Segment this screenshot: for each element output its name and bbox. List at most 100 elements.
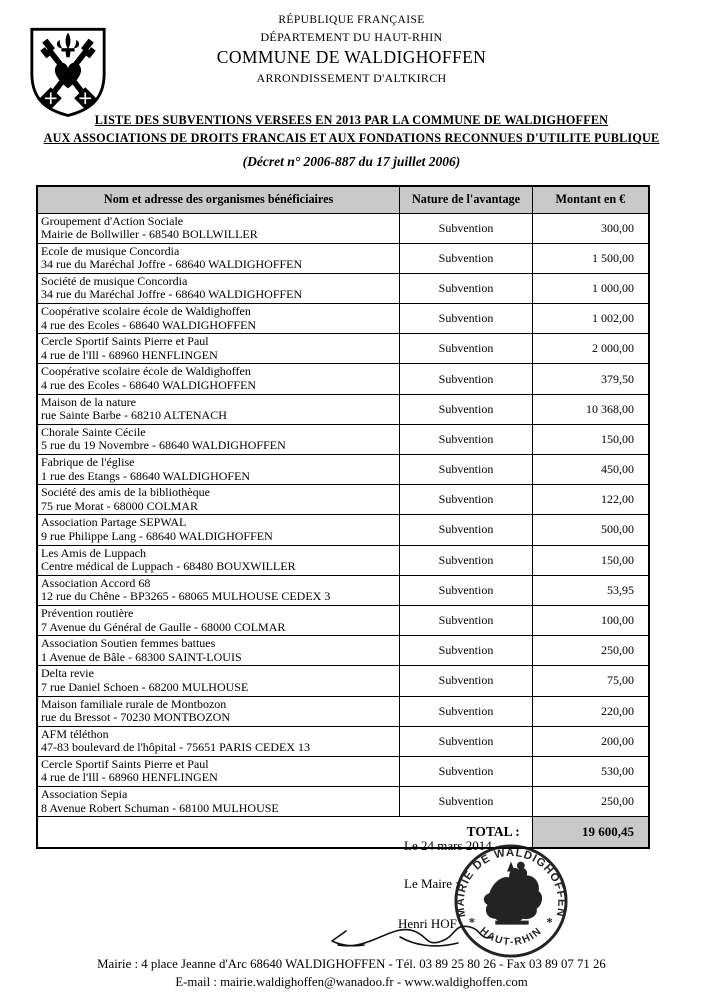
signature-date: Le 24 mars 2014 xyxy=(404,838,492,853)
handwritten-signature xyxy=(331,925,494,947)
nature-cell: Subvention xyxy=(399,484,533,516)
organisme-name: Maison de la nature xyxy=(41,394,136,409)
table-row: Coopérative scolaire école de Waldighoff… xyxy=(36,303,650,335)
table-header-row: Nom et adresse des organismes bénéficiai… xyxy=(36,185,650,214)
organisme-address: 9 rue Philippe Lang - 68640 WALDIGHOFFEN xyxy=(41,528,273,543)
organisme-name: Chorale Sainte Cécile xyxy=(41,424,146,439)
stamp-bottom-text: HAUT-RHIN xyxy=(477,926,543,949)
table-row: Association Sepia 8 Avenue Robert Schuma… xyxy=(36,786,650,818)
footer: Mairie : 4 place Jeanne d'Arc 68640 WALD… xyxy=(0,956,703,992)
nature-cell: Subvention xyxy=(399,333,533,365)
amount-cell: 379,50 xyxy=(531,363,650,395)
organisme-address: rue du Bressot - 70230 MONTBOZON xyxy=(41,710,230,725)
nature-cell: Subvention xyxy=(399,786,533,818)
table-row: Maison de la nature rue Sainte Barbe - 6… xyxy=(36,393,650,425)
table-row: Cercle Sportif Saints Pierre et Paul 4 r… xyxy=(36,755,650,788)
table-row: Maison familiale rurale de Montbozon rue… xyxy=(36,695,650,727)
organisme-name: Prévention routière xyxy=(41,605,134,620)
table-row: Société des amis de la bibliothèque 75 r… xyxy=(36,484,650,516)
amount-cell: 530,00 xyxy=(531,755,650,788)
nature-cell: Subvention xyxy=(399,363,533,395)
table-row: Association Partage SEPWAL 9 rue Philipp… xyxy=(36,514,650,546)
nature-cell: Subvention xyxy=(399,544,533,576)
amount-cell: 200,00 xyxy=(531,725,650,757)
title-block: LISTE DES SUBVENTIONS VERSEES EN 2013 PA… xyxy=(0,111,703,170)
table-row: Delta revie 7 rue Daniel Schoen - 68200 … xyxy=(36,665,650,697)
amount-cell: 220,00 xyxy=(531,695,650,727)
stamp-star-left: * xyxy=(469,916,475,930)
organisme-name: Delta revie xyxy=(41,666,94,681)
nature-cell: Subvention xyxy=(399,453,533,486)
commune-line: COMMUNE DE WALDIGHOFFEN xyxy=(216,47,487,68)
signature-role: Le Maire : xyxy=(404,876,459,891)
amount-cell: 1 000,00 xyxy=(531,272,650,305)
table-row: Société de musique Concordia 34 rue du M… xyxy=(36,272,650,305)
mayor-name: Henri HOF xyxy=(398,916,457,931)
table-row: Coopérative scolaire école de Waldighoff… xyxy=(36,363,650,395)
table-row: AFM téléthon 47-83 boulevard de l'hôpita… xyxy=(36,725,650,757)
nature-cell: Subvention xyxy=(399,695,533,727)
department-line: DÉPARTEMENT DU HAUT-RHIN xyxy=(260,30,443,45)
nature-cell: Subvention xyxy=(399,393,533,425)
organisme-name: Association Accord 68 xyxy=(41,575,151,590)
amount-cell: 150,00 xyxy=(531,544,650,576)
page-title-line2: AUX ASSOCIATIONS DE DROITS FRANCAIS ET A… xyxy=(43,131,660,146)
column-header-nature: Nature de l'avantage xyxy=(399,185,533,214)
organisme-address: 7 rue Daniel Schoen - 68200 MULHOUSE xyxy=(41,679,249,694)
organisme-name: Association Sepia xyxy=(41,787,128,802)
amount-cell: 500,00 xyxy=(531,514,650,546)
total-amount: 19 600,45 xyxy=(531,816,650,849)
organisme-address: 75 rue Morat - 68000 COLMAR xyxy=(41,498,198,513)
table-row: Fabrique de l'église 1 rue des Etangs - … xyxy=(36,453,650,486)
organisme-address: 1 rue des Etangs - 68640 WALDIGHOFEN xyxy=(41,468,251,483)
amount-cell: 100,00 xyxy=(531,604,650,637)
organisme-address: 4 rue des Ecoles - 68640 WALDIGHOFFEN xyxy=(41,317,257,332)
nature-cell: Subvention xyxy=(399,272,533,305)
table-row: Prévention routière 7 Avenue du Général … xyxy=(36,604,650,637)
nature-cell: Subvention xyxy=(399,423,533,456)
nature-cell: Subvention xyxy=(399,665,533,697)
arrondissement-line: ARRONDISSEMENT D'ALTKIRCH xyxy=(256,71,447,86)
organisme-address: 12 rue du Chêne - BP3265 - 68065 MULHOUS… xyxy=(41,589,331,604)
organisme-name: Coopérative scolaire école de Waldighoff… xyxy=(41,364,251,379)
organisme-address: 34 rue du Maréchal Joffre - 68640 WALDIG… xyxy=(41,287,303,302)
amount-cell: 53,95 xyxy=(531,574,650,606)
organisme-name: Cercle Sportif Saints Pierre et Paul xyxy=(41,756,209,771)
table-row: Groupement d'Action Sociale Mairie de Bo… xyxy=(36,212,650,244)
total-row: TOTAL : 19 600,45 xyxy=(36,816,650,849)
organisme-name: Fabrique de l'église xyxy=(41,455,135,469)
organisme-address: Mairie de Bollwiller - 68540 BOLLWILLER xyxy=(41,227,258,242)
nature-cell: Subvention xyxy=(399,574,533,606)
nature-cell: Subvention xyxy=(399,725,533,757)
organisme-name: AFM téléthon xyxy=(41,726,109,741)
fleur-de-lis xyxy=(56,32,80,58)
organisme-address: 34 rue du Maréchal Joffre - 68640 WALDIG… xyxy=(41,257,303,272)
column-header-montant: Montant en € xyxy=(531,185,650,214)
organisme-name: Société des amis de la bibliothèque xyxy=(41,485,210,500)
amount-cell: 450,00 xyxy=(531,453,650,486)
organisme-name: Société de musique Concordia xyxy=(41,273,188,288)
table-row: Association Accord 68 12 rue du Chêne - … xyxy=(36,574,650,606)
nature-cell: Subvention xyxy=(399,242,533,274)
nature-cell: Subvention xyxy=(399,514,533,546)
republic-line: RÉPUBLIQUE FRANÇAISE xyxy=(278,14,425,26)
organisme-address: 4 rue de l'Ill - 68960 HENFLINGEN xyxy=(41,770,218,785)
organisme-address: 8 Avenue Robert Schuman - 68100 MULHOUSE xyxy=(41,800,279,815)
footer-contact-line: E-mail : mairie.waldighoffen@wanadoo.fr … xyxy=(175,974,528,989)
nature-cell: Subvention xyxy=(399,303,533,335)
table-row: Cercle Sportif Saints Pierre et Paul 4 r… xyxy=(36,333,650,365)
organisme-address: Centre médical de Luppach - 68480 BOUXWI… xyxy=(41,559,296,574)
amount-cell: 1 002,00 xyxy=(531,303,650,335)
organisme-address: 4 rue de l'Ill - 68960 HENFLINGEN xyxy=(41,347,218,362)
column-header-beneficiaire: Nom et adresse des organismes bénéficiai… xyxy=(36,185,401,214)
coat-of-arms-icon xyxy=(30,27,106,118)
nature-cell: Subvention xyxy=(399,755,533,788)
stamp-center-emblem xyxy=(483,861,543,925)
organisme-address: 7 Avenue du Général de Gaulle - 68000 CO… xyxy=(41,619,286,634)
organisme-name: Groupement d'Action Sociale xyxy=(41,213,184,228)
nature-cell: Subvention xyxy=(399,604,533,637)
amount-cell: 75,00 xyxy=(531,665,650,697)
page-title-line1: LISTE DES SUBVENTIONS VERSEES EN 2013 PA… xyxy=(94,113,609,127)
amount-cell: 150,00 xyxy=(531,423,650,456)
